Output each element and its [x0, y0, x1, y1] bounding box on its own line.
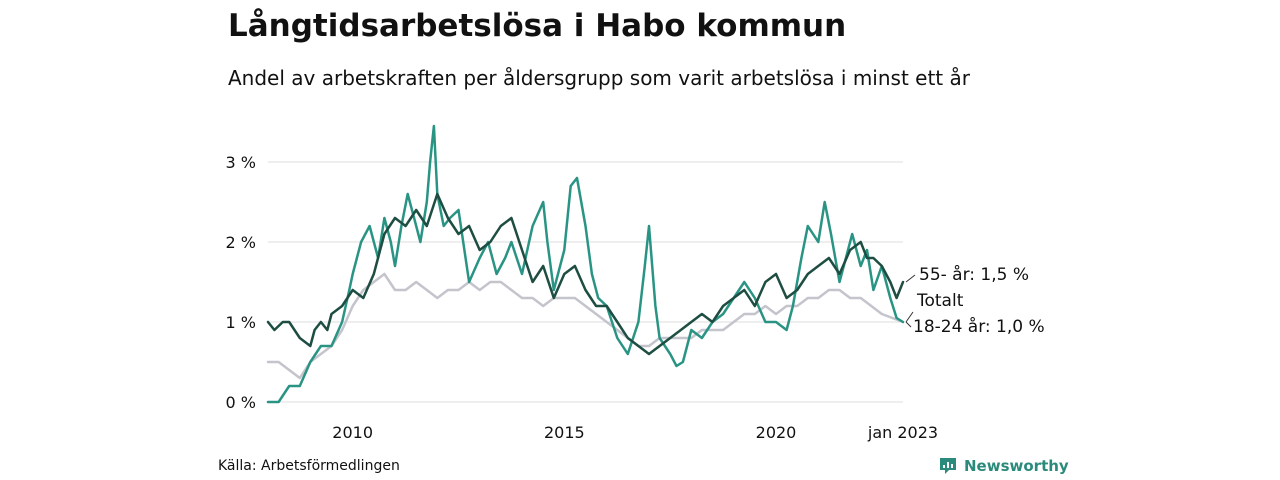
- y-tick-label: 0 %: [226, 393, 256, 412]
- brand-name: Newsworthy: [964, 457, 1069, 475]
- series-line-2: [266, 124, 905, 404]
- line-chart: 0 % 1 % 2 % 3 % 2010 2015 2020 jan 2023 55- år: …: [226, 124, 1045, 442]
- leader-line: [905, 311, 914, 323]
- series-line-1: [266, 272, 905, 380]
- y-tick-label: 1 %: [226, 313, 256, 332]
- y-tick-label: 2 %: [226, 233, 256, 252]
- x-tick-label: 2010: [332, 423, 373, 442]
- leader-line: [905, 274, 916, 283]
- series-end-label: 18-24 år: 1,0 %: [913, 316, 1045, 337]
- source-note: Källa: Arbetsförmedlingen: [218, 458, 400, 474]
- x-tick-label: 2015: [544, 423, 585, 442]
- newsworthy-logo-icon: [940, 458, 956, 474]
- leader-line: [905, 321, 912, 328]
- x-tick-label: jan 2023: [867, 423, 938, 442]
- series-line-3: [266, 192, 905, 356]
- brand-logo: Newsworthy: [938, 456, 1069, 476]
- series-end-label: Totalt: [916, 291, 964, 311]
- x-tick-label: 2020: [756, 423, 797, 442]
- y-tick-label: 3 %: [226, 153, 256, 172]
- chart-subtitle: Andel av arbetskraften per åldersgrupp s…: [228, 66, 970, 90]
- series-end-label: 55- år: 1,5 %: [919, 264, 1029, 285]
- chart-title: Långtidsarbetslösa i Habo kommun: [228, 8, 847, 44]
